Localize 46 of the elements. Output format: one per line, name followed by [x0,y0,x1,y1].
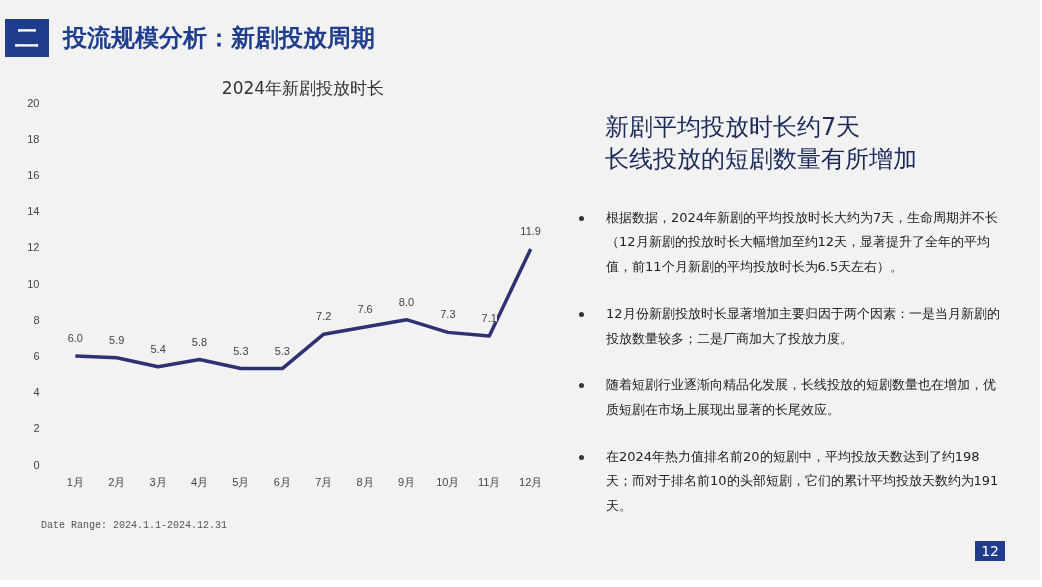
y-tick-label: 14 [27,205,40,218]
x-tick-label: 6月 [273,475,291,488]
y-tick-label: 0 [33,458,40,471]
y-tick-label: 18 [27,132,40,145]
text: 新剧平均投放时长约7天 [605,113,861,141]
text: 5.3 [274,344,290,357]
y-tick-label: 10 [27,277,40,290]
text: 12 [975,540,1005,561]
text: 7.3 [440,308,456,321]
text: 7.6 [357,302,373,315]
text: 长线投放的短剧数量有所增加 [605,145,917,174]
text: 7.1 [481,311,497,324]
x-tick-label: 8月 [356,475,374,488]
text: 投流规模分析：新剧投放周期 [63,23,375,54]
x-tick-label: 11月 [478,475,501,488]
text: 在2024年热力值排名前20的短剧中，平均投放天数达到了约198天；而对于排名前10的头部短剧，它们的累计平均投放天数约为191天。 [606,447,1000,515]
text: 8.0 [398,295,415,308]
text: 5.4 [150,342,166,355]
y-tick-label: 16 [27,168,40,181]
y-tick-label: 6 [33,349,40,362]
x-tick-label: 3月 [149,475,167,488]
x-tick-label: 9月 [397,475,416,488]
x-tick-label: 10月 [436,475,460,488]
text: 5.9 [109,333,125,346]
x-tick-label: 5月 [232,475,250,488]
text: 12月份新剧投放时长显著增加主要归因于两个因素：一是当月新剧的投放数量较多；二是厂商加大了投放力度。 [606,304,1001,348]
x-tick-label: 7月 [315,475,333,488]
text: Date Range: 2024.1.1-2024.12.31 [41,519,228,533]
text: 7.2 [316,310,332,323]
text: 6.0 [67,331,83,344]
x-tick-label: 4月 [190,475,209,488]
x-tick-label: 2月 [108,475,126,488]
x-tick-label: 1月 [66,475,84,488]
y-tick-label: 4 [33,386,40,399]
text: 5.3 [233,344,249,357]
text: 根据数据，2024年新剧的平均投放时长大约为7天，生命周期并不长（12月新剧的投放时长大幅增加至约12天，显著提升了全年的平均值，前11个月新剧的平均投放时长为6.5天左右）。 [606,208,1000,277]
y-tick-label: 20 [27,96,40,109]
chart-title: 2024年新剧投放时长 [221,77,385,98]
y-tick-label: 2 [33,422,40,435]
text: 二 [5,19,49,58]
y-tick-label: 8 [33,313,40,326]
x-tick-label: 12月 [519,475,543,488]
text: 5.8 [191,335,208,348]
y-tick-label: 12 [27,241,40,254]
text: 11.9 [520,225,541,238]
text: 随着短剧行业逐渐向精品化发展，长线投放的短剧数量也在增加，优质短剧在市场上展现出显著的长尾效应。 [606,376,997,419]
